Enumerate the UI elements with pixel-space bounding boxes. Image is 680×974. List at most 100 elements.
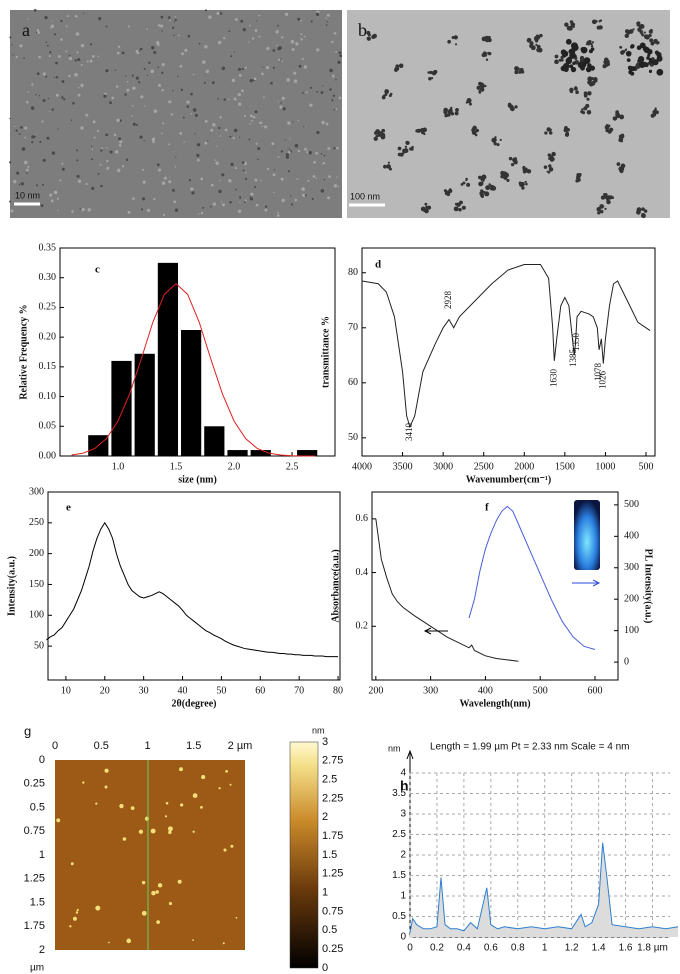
texture <box>91 148 94 151</box>
particle <box>451 35 455 39</box>
afm-feature <box>222 942 225 945</box>
texture <box>328 175 331 178</box>
y-tick-label: 50 <box>348 432 358 443</box>
y-tick-label: 0.00 <box>39 450 57 461</box>
texture <box>55 61 58 65</box>
texture <box>285 155 289 159</box>
y-tick-label: 0.4 <box>356 567 369 578</box>
texture <box>264 208 268 212</box>
panel-label: e <box>66 502 71 514</box>
texture <box>239 201 241 203</box>
texture <box>244 66 247 69</box>
texture <box>105 146 108 149</box>
particle <box>387 161 390 164</box>
particle <box>493 138 497 142</box>
particle <box>554 54 559 59</box>
particle <box>453 206 459 212</box>
particle <box>580 46 588 54</box>
particle <box>458 208 462 212</box>
particle <box>646 48 653 55</box>
x-tick-label: 1.0 <box>112 461 125 472</box>
texture <box>240 19 244 23</box>
afm-feature <box>141 880 146 885</box>
texture <box>118 143 122 147</box>
texture <box>290 195 292 197</box>
texture <box>26 172 28 174</box>
particle <box>521 186 525 190</box>
afm-feature <box>72 916 77 921</box>
particle <box>641 213 646 219</box>
particle <box>485 38 489 43</box>
y2-tick-label: 0 <box>624 656 629 667</box>
texture <box>256 20 258 22</box>
texture <box>198 42 201 45</box>
particle <box>593 80 597 83</box>
texture <box>118 45 121 48</box>
y-axis-label: transmittance % <box>320 316 331 388</box>
texture <box>20 126 23 129</box>
texture <box>178 34 180 37</box>
texture <box>338 51 342 55</box>
texture <box>309 103 313 107</box>
texture <box>82 12 85 14</box>
texture <box>331 74 335 78</box>
particle <box>381 95 386 100</box>
texture <box>167 16 171 19</box>
x-tick-label: 0.4 <box>457 943 471 954</box>
particle <box>562 62 570 70</box>
texture <box>119 140 123 144</box>
texture <box>57 209 59 212</box>
particle <box>615 112 620 117</box>
particle <box>591 77 594 81</box>
particle <box>481 174 487 180</box>
texture <box>315 177 317 179</box>
particle <box>411 145 414 149</box>
peak-annotation: 2928 <box>443 291 453 310</box>
data-line <box>468 505 596 650</box>
texture <box>99 163 102 166</box>
texture <box>40 204 44 207</box>
texture <box>229 201 232 204</box>
y-tick-label: 1 <box>39 849 45 861</box>
texture <box>77 57 81 62</box>
texture <box>241 67 244 71</box>
texture <box>277 211 279 214</box>
texture <box>304 147 307 151</box>
texture <box>285 153 289 157</box>
particle <box>513 160 518 165</box>
particle <box>606 62 611 66</box>
x-tick-label: 500 <box>638 461 653 472</box>
texture <box>68 74 71 78</box>
texture <box>60 38 63 41</box>
particle <box>575 90 579 95</box>
afm-feature <box>130 806 135 810</box>
bar <box>181 330 202 456</box>
y-tick-label: 2 <box>400 850 406 861</box>
particle <box>429 70 433 75</box>
afm-feature <box>104 785 108 789</box>
particle <box>493 141 497 146</box>
texture <box>124 93 127 96</box>
particle <box>619 45 623 49</box>
texture <box>228 179 232 183</box>
particle <box>522 168 528 174</box>
y-tick-label: 60 <box>348 377 358 388</box>
texture <box>261 72 264 76</box>
texture <box>48 111 50 113</box>
texture <box>132 86 136 90</box>
texture <box>215 161 219 165</box>
y-tick-label: 3.5 <box>392 788 406 799</box>
texture <box>322 161 325 165</box>
texture <box>38 55 41 59</box>
texture <box>326 13 330 17</box>
texture <box>105 25 108 28</box>
particle <box>609 196 612 200</box>
texture <box>221 173 225 177</box>
particle <box>529 44 533 48</box>
particle <box>587 76 593 82</box>
texture <box>9 117 11 120</box>
texture <box>322 85 324 87</box>
texture <box>97 55 100 58</box>
peak-annotation: 1350 <box>571 333 581 352</box>
x-tick-label: 50 <box>216 685 226 696</box>
